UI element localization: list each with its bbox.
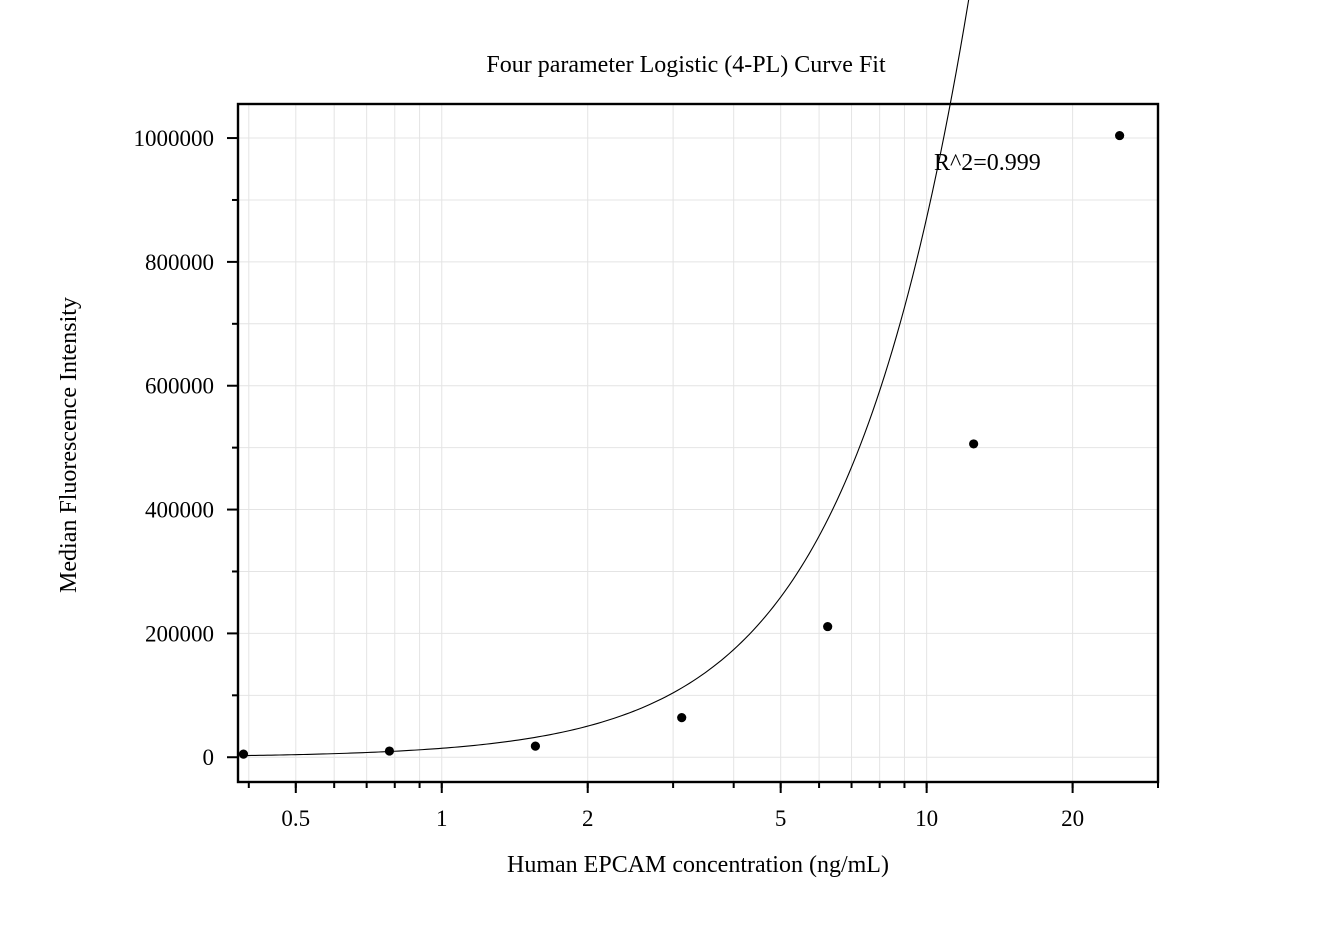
x-tick-label: 10 [915,806,938,831]
data-point [530,741,541,751]
x-tick-label: 5 [775,806,787,831]
y-tick-label: 200000 [145,621,214,646]
y-tick-label: 800000 [145,250,214,275]
y-tick-label: 0 [203,745,215,770]
data-point [969,439,979,449]
data-points [238,130,1125,759]
y-tick-label: 1000000 [134,126,215,151]
y-tick-label: 400000 [145,498,214,523]
data-point [238,749,249,759]
x-axis-label: Human EPCAM concentration (ng/mL) [507,852,889,878]
grid-lines [238,104,1159,782]
y-axis-label: Median Fluorescence Intensity [56,297,82,593]
tick-labels: 0.5 1 2 5 10 20 0 200000 400000 600000 800000 10000… [134,126,1085,831]
x-tick-label: 20 [1061,806,1084,831]
y-tick-label: 600000 [145,374,214,399]
x-tick-label: 0.5 [281,806,310,831]
data-point [384,746,395,756]
data-point [823,621,833,632]
axis-ticks [227,137,1159,793]
data-point [677,713,687,723]
plot-frame [236,102,1160,784]
r-squared-annotation: R^2=0.999 [934,150,1041,176]
x-tick-label: 2 [582,806,594,831]
data-point [1115,130,1125,141]
chart-title: Four parameter Logistic (4-PL) Curve Fit [486,52,886,78]
x-tick-label: 1 [436,806,448,831]
fit-curve [243,0,970,757]
